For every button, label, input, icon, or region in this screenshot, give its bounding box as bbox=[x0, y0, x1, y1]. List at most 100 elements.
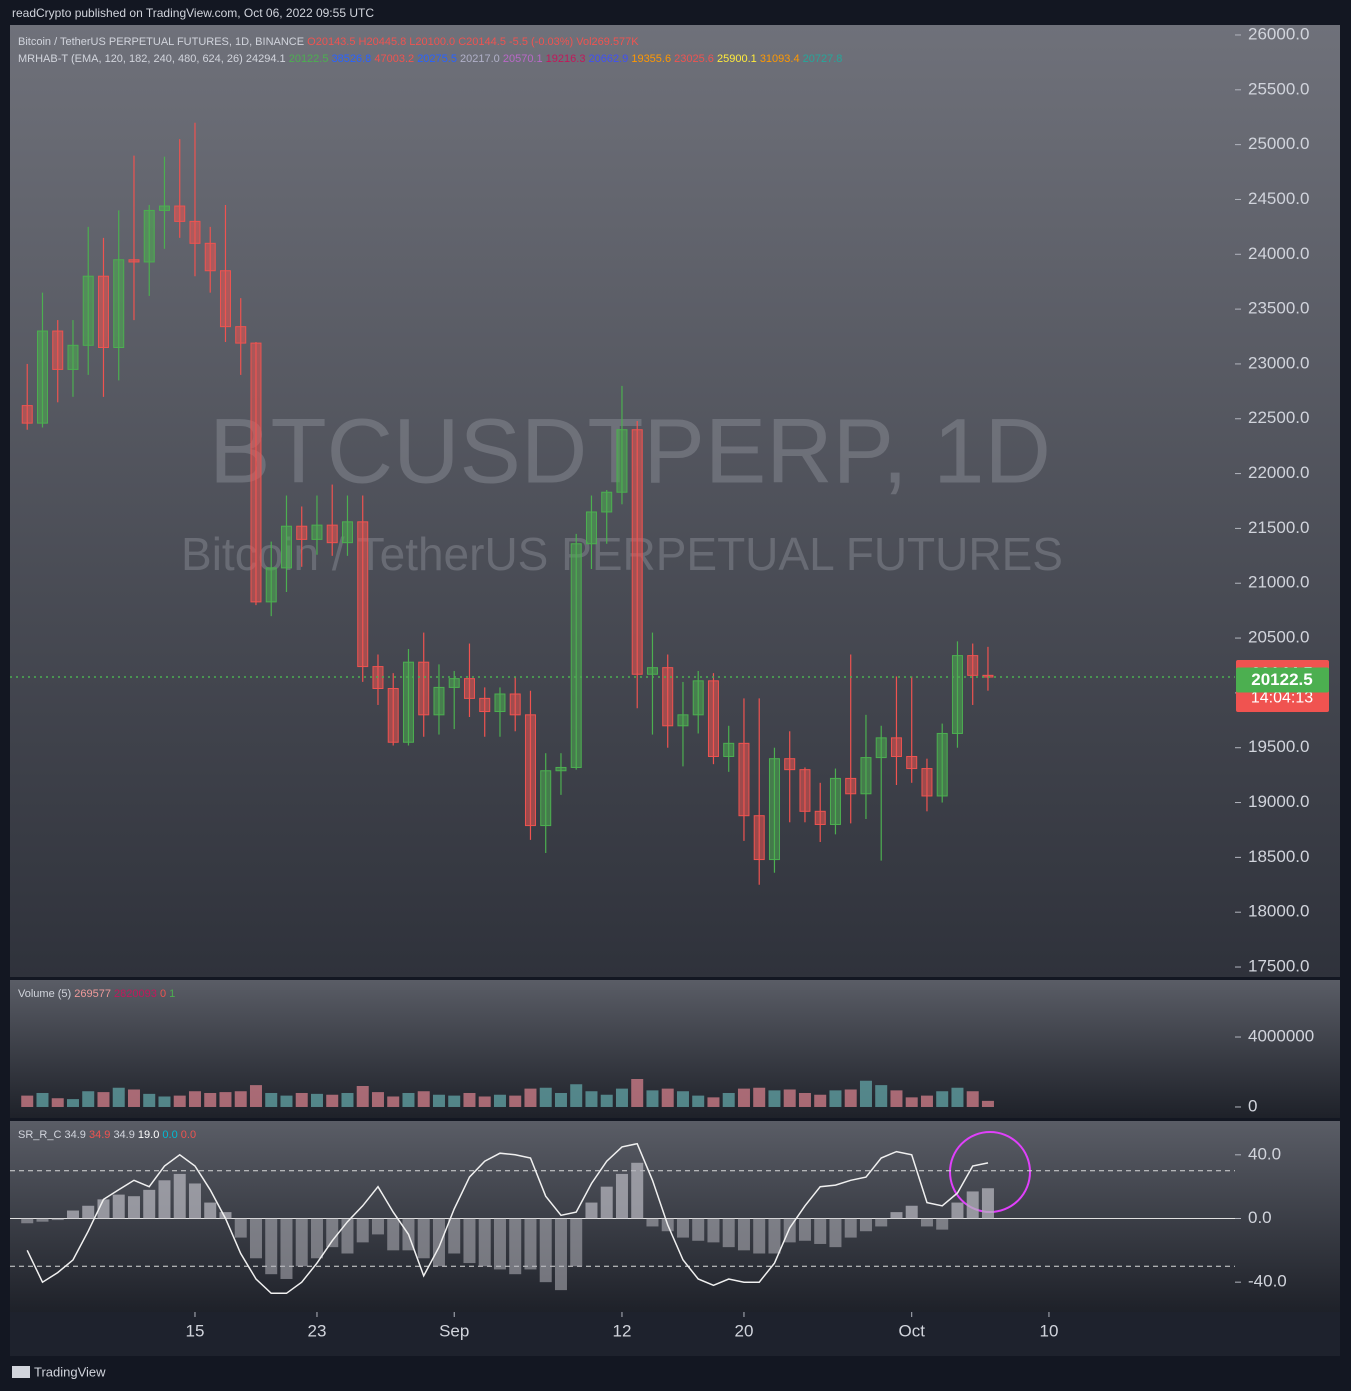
candle-body bbox=[158, 205, 170, 211]
histogram-bar bbox=[554, 1218, 567, 1291]
oscillator-title: SR_R_C bbox=[18, 1129, 61, 1141]
legend-value: 25900.1 bbox=[717, 53, 757, 65]
legend-value: 20727.8 bbox=[803, 53, 843, 65]
volume-bar bbox=[951, 1087, 964, 1107]
candle-body bbox=[143, 209, 155, 263]
candle-body bbox=[219, 270, 231, 328]
candle-body bbox=[738, 742, 750, 817]
histogram-bar bbox=[692, 1218, 705, 1241]
y-tick-label: 21500.0 bbox=[1248, 518, 1309, 537]
histogram-bar bbox=[768, 1218, 781, 1254]
histogram-bar bbox=[859, 1218, 872, 1232]
histogram-bar bbox=[478, 1218, 491, 1267]
histogram-bar bbox=[600, 1186, 613, 1219]
volume-bar bbox=[829, 1090, 842, 1107]
volume-bar bbox=[920, 1095, 933, 1107]
candle-body bbox=[479, 697, 491, 713]
legend-value: 31093.4 bbox=[760, 53, 800, 65]
candle-body bbox=[265, 567, 277, 603]
volume-bar bbox=[676, 1091, 689, 1107]
y-tick-label: 21000.0 bbox=[1248, 573, 1309, 592]
candle-body bbox=[982, 674, 994, 678]
volume-bar bbox=[631, 1078, 644, 1107]
histogram-bar bbox=[417, 1218, 430, 1259]
histogram-bar bbox=[66, 1210, 79, 1219]
candle-body bbox=[82, 275, 94, 346]
volume-bar bbox=[295, 1092, 308, 1107]
volume-bar bbox=[570, 1084, 583, 1107]
volume-bar bbox=[783, 1089, 796, 1107]
histogram-bar bbox=[631, 1162, 644, 1219]
histogram-bar bbox=[204, 1202, 217, 1219]
candle-body bbox=[753, 815, 765, 861]
candle-body bbox=[768, 758, 780, 861]
volume-bar bbox=[905, 1097, 918, 1107]
volume-bar bbox=[692, 1095, 705, 1107]
histogram-bar bbox=[234, 1218, 247, 1238]
volume-bar bbox=[82, 1091, 95, 1107]
volume-bar bbox=[478, 1096, 491, 1107]
candle-body bbox=[555, 766, 567, 772]
histogram-bar bbox=[112, 1194, 125, 1219]
histogram-bar bbox=[966, 1191, 979, 1219]
volume-bar bbox=[402, 1092, 415, 1107]
legend-value: 0.0 bbox=[162, 1129, 177, 1141]
candle-body bbox=[936, 732, 948, 797]
histogram-bar bbox=[905, 1205, 918, 1219]
histogram-bar bbox=[143, 1189, 156, 1219]
histogram-bar bbox=[798, 1218, 811, 1241]
volume-bar bbox=[143, 1093, 156, 1107]
histogram-bar bbox=[676, 1218, 689, 1238]
histogram-bar bbox=[371, 1218, 384, 1235]
candle-body bbox=[189, 220, 201, 244]
symbol-legend: Bitcoin / TetherUS PERPETUAL FUTURES, 1D… bbox=[18, 36, 639, 48]
histogram-bar bbox=[829, 1218, 842, 1248]
candle-body bbox=[707, 680, 719, 757]
candle-body bbox=[570, 543, 582, 768]
legend-value: 23025.6 bbox=[674, 53, 714, 65]
histogram-bar bbox=[875, 1218, 888, 1227]
candle-body bbox=[860, 757, 872, 795]
histogram-bar bbox=[493, 1218, 506, 1270]
candle-body bbox=[128, 259, 140, 263]
legend-value: 34.9 bbox=[113, 1129, 134, 1141]
y-tick-label: 24000.0 bbox=[1248, 244, 1309, 263]
volume-bar bbox=[127, 1089, 140, 1107]
candle-body bbox=[341, 521, 353, 544]
histogram-bar bbox=[387, 1218, 400, 1251]
y-tick-label: 22500.0 bbox=[1248, 408, 1309, 427]
candle-body bbox=[616, 429, 628, 493]
ohlc-legend: O20143.5 H20445.8 L20100.0 C20144.5 -5.5… bbox=[307, 36, 639, 48]
volume-bar bbox=[646, 1090, 659, 1107]
candle-body bbox=[448, 678, 460, 688]
candle-body bbox=[662, 667, 674, 727]
histogram-bar bbox=[448, 1218, 461, 1254]
x-tick-label: Oct bbox=[898, 1321, 925, 1340]
legend-value: 1 bbox=[169, 988, 175, 1000]
histogram-bar bbox=[249, 1218, 262, 1259]
candle-body bbox=[509, 693, 521, 716]
brand: TradingView bbox=[12, 1364, 106, 1379]
legend-value: 47003.2 bbox=[374, 53, 414, 65]
main-pane bbox=[10, 25, 1340, 977]
y-tick-label: 22000.0 bbox=[1248, 463, 1309, 482]
volume-bar bbox=[326, 1094, 339, 1107]
y-tick-label: 0.0 bbox=[1248, 1208, 1272, 1227]
y-tick-label: 23500.0 bbox=[1248, 299, 1309, 318]
candle-body bbox=[52, 330, 64, 370]
histogram-bar bbox=[219, 1212, 232, 1219]
volume-bar bbox=[371, 1092, 384, 1107]
legend-value: 20122.5 bbox=[289, 53, 329, 65]
candle-body bbox=[677, 714, 689, 727]
volume-bar bbox=[707, 1097, 720, 1107]
watermark: BTCUSDTPERP, 1D bbox=[209, 400, 1051, 502]
oscillator-line bbox=[26, 1142, 989, 1295]
x-tick-label: Sep bbox=[439, 1321, 469, 1340]
price-countdown: 14:04:13 bbox=[1251, 689, 1313, 706]
volume-bar bbox=[387, 1096, 400, 1107]
brand-logo bbox=[12, 1366, 30, 1378]
time-axis bbox=[10, 1312, 1340, 1356]
candle-body bbox=[692, 680, 704, 716]
volume-bar bbox=[158, 1096, 171, 1107]
